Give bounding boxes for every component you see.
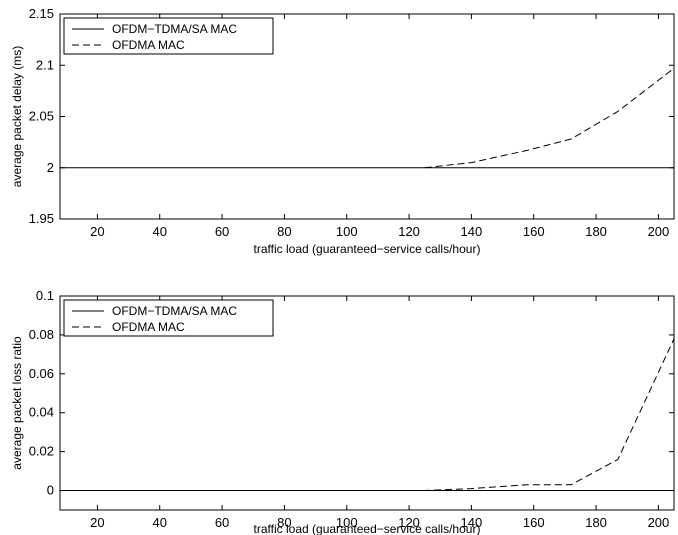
x-tick-label: 60 bbox=[215, 224, 229, 239]
x-tick-label: 80 bbox=[277, 224, 291, 239]
x-tick-label: 40 bbox=[153, 515, 167, 530]
y-tick-label: 2 bbox=[47, 160, 54, 175]
y-tick-label: 2.15 bbox=[29, 6, 54, 21]
x-tick-label: 120 bbox=[398, 224, 420, 239]
x-tick-label: 100 bbox=[336, 224, 358, 239]
x-tick-label: 120 bbox=[398, 515, 420, 530]
x-tick-label: 200 bbox=[648, 224, 670, 239]
x-tick-label: 140 bbox=[461, 515, 483, 530]
legend-box bbox=[63, 299, 274, 337]
legend-box bbox=[63, 17, 274, 55]
legend-label-1: OFDMA MAC bbox=[112, 38, 185, 52]
y-tick-label: 0 bbox=[47, 483, 54, 498]
y-axis-label: average packet loss ratio bbox=[10, 336, 24, 470]
plot-frame bbox=[59, 295, 675, 511]
x-tick-label: 160 bbox=[523, 224, 545, 239]
y-tick-label: 0.04 bbox=[29, 405, 54, 420]
x-tick-label: 60 bbox=[215, 515, 229, 530]
x-tick-label: 140 bbox=[461, 224, 483, 239]
x-tick-label: 20 bbox=[90, 224, 104, 239]
x-tick-label: 20 bbox=[90, 515, 104, 530]
x-tick-label: 180 bbox=[585, 224, 607, 239]
y-tick-label: 0.08 bbox=[29, 327, 54, 342]
y-tick-label: 1.95 bbox=[29, 211, 54, 226]
x-tick-label: 40 bbox=[153, 224, 167, 239]
series-line-1 bbox=[424, 67, 675, 169]
y-tick-label: 0.1 bbox=[36, 288, 54, 303]
series-line-1 bbox=[60, 338, 675, 491]
y-tick-label: 0.02 bbox=[29, 444, 54, 459]
x-tick-label: 200 bbox=[648, 515, 670, 530]
legend-label-0: OFDM−TDMA/SA MAC bbox=[112, 22, 237, 36]
y-tick-label: 2.05 bbox=[29, 109, 54, 124]
y-tick-label: 0.06 bbox=[29, 366, 54, 381]
x-tick-label: 80 bbox=[277, 515, 291, 530]
x-axis-label: traffic load (guaranteed−service calls/h… bbox=[254, 522, 481, 535]
loss-chart: 20 40 60 80 100 120 140 160 180 200 0 0.02 0.04 0.06 0… bbox=[10, 288, 675, 535]
x-axis-label: traffic load (guaranteed−service calls/h… bbox=[254, 242, 481, 256]
y-axis-label: average packet delay (ms) bbox=[10, 46, 24, 187]
y-tick-label: 2.1 bbox=[36, 57, 54, 72]
delay-chart: 20 40 60 80 100 120 140 160 180 200 1.95 2 2.05 2.1 2.… bbox=[10, 6, 675, 256]
x-tick-label: 160 bbox=[523, 515, 545, 530]
x-tick-label: 180 bbox=[585, 515, 607, 530]
legend-label-1: OFDMA MAC bbox=[112, 320, 185, 334]
x-tick-label: 100 bbox=[336, 515, 358, 530]
legend-label-0: OFDM−TDMA/SA MAC bbox=[112, 304, 237, 318]
